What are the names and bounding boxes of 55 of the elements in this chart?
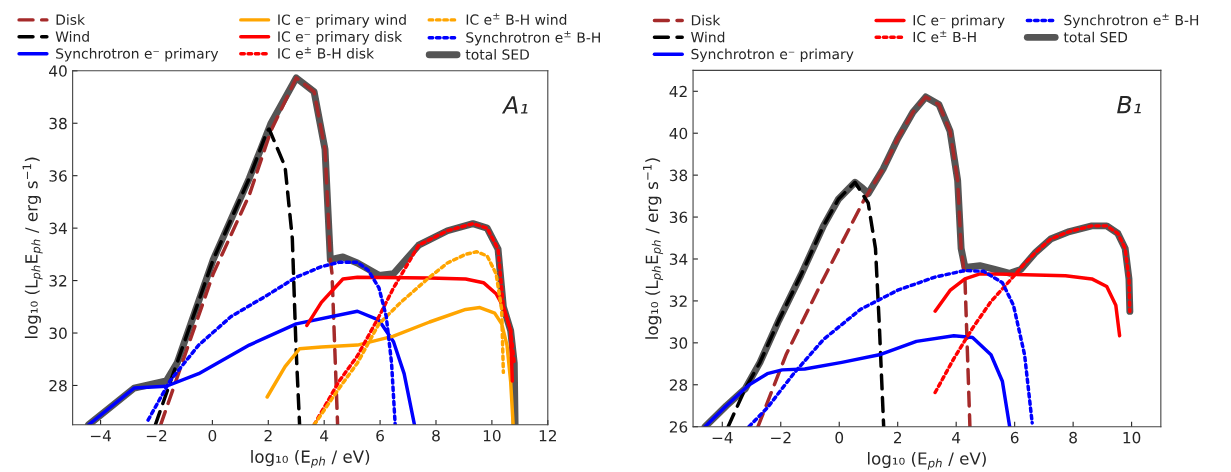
x-tick-label: 0 [208, 429, 217, 442]
legend-label: Wind [691, 31, 725, 43]
y-tick-label: 28 [669, 379, 688, 391]
x-tick-label: −2 [771, 431, 791, 444]
y-tick-label: 36 [49, 170, 67, 182]
x-tick-label: 12 [539, 429, 556, 442]
y-tick-label: 32 [669, 295, 687, 307]
legend-label: IC e$^{±}$ B-H [913, 30, 976, 43]
legend-label: total SED [465, 49, 529, 60]
y-tick-label: 30 [669, 337, 688, 349]
x-tick-label: 10 [1123, 431, 1141, 444]
y-axis-title: log₁₀ (L$_{ph}$E$_{ph}$ / erg s$^{−1}$) [643, 158, 664, 339]
y-tick-label: 36 [669, 211, 688, 224]
legend-label: IC e⁻ primary [913, 14, 1005, 29]
y-tick-label: 34 [49, 222, 67, 235]
x-tick-label: 4 [952, 432, 961, 444]
y-tick-label: 40 [49, 65, 67, 77]
legend-label: Wind [55, 31, 89, 42]
annotation: B₁ [1117, 96, 1141, 114]
y-tick-label: 38 [669, 169, 688, 182]
x-tick-label: 2 [264, 429, 272, 442]
y-axis-title: log₁₀ (L$_{ph}$E$_{ph}$ / erg s$^{−1}$) [22, 157, 43, 338]
x-tick-label: 6 [376, 429, 384, 442]
y-tick-label: 40 [669, 127, 688, 140]
legend-label: Synchrotron e⁻ primary [691, 48, 854, 62]
legend-label: IC e$^{±}$ B-H disk [278, 47, 375, 59]
y-tick-label: 38 [49, 117, 67, 130]
x-axis-title: log₁₀ (E$_{ph}$ / eV) [251, 450, 370, 468]
x-tick-label: 6 [1010, 431, 1019, 444]
legend-label: IC e$^{±}$ B-H wind [466, 13, 567, 25]
y-tick-label: 28 [49, 379, 67, 392]
x-tick-label: 4 [320, 430, 329, 442]
y-tick-label: 34 [669, 253, 688, 266]
x-tick-label: 0 [835, 431, 844, 444]
x-tick-label: 8 [1069, 431, 1077, 444]
x-tick-label: 2 [893, 431, 902, 444]
legend-label: IC e⁻ primary wind [278, 14, 406, 28]
y-tick-label: 42 [669, 85, 687, 98]
annotation: A₁ [501, 96, 528, 114]
x-tick-label: 10 [483, 429, 501, 442]
x-tick-label: −4 [90, 430, 111, 442]
x-tick-label: −2 [146, 429, 167, 442]
y-tick-label: 32 [49, 275, 67, 287]
x-axis-title: log₁₀ (E$_{ph}$ / eV) [868, 451, 986, 470]
x-tick-label: −4 [712, 432, 733, 444]
legend-label: Synchrotron e$^{±}$ B-H [466, 31, 600, 46]
y-tick-label: 26 [669, 421, 688, 433]
legend-label: total SED [1063, 31, 1128, 43]
legend-label: Synchrotron e$^{±}$ B-H [1064, 13, 1199, 29]
legend-label: IC e⁻ primary disk [278, 31, 403, 45]
legend-label: Synchrotron e⁻ primary [56, 48, 219, 62]
x-tick-label: 8 [432, 429, 440, 442]
legend-label: Disk [691, 14, 721, 26]
legend-label: Disk [56, 14, 85, 25]
y-tick-label: 30 [49, 327, 67, 340]
